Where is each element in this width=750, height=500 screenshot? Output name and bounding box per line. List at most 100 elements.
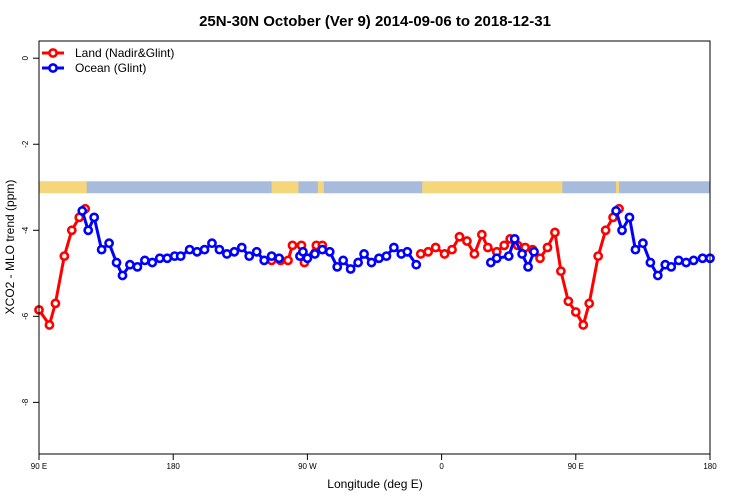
legend-marker	[48, 63, 58, 73]
data-point	[283, 255, 293, 266]
y-tick-label: -4	[21, 226, 30, 234]
data-point	[523, 261, 533, 272]
data-point	[430, 242, 441, 253]
legend-entry: Land (Nadir&Glint)	[42, 46, 174, 60]
data-point	[302, 253, 313, 264]
data-point	[162, 253, 173, 264]
data-point	[593, 251, 604, 262]
strip-ocean-segment	[619, 181, 711, 194]
data-point	[139, 255, 150, 266]
data-point	[274, 253, 284, 264]
data-point	[652, 270, 663, 281]
data-point	[529, 246, 539, 257]
data-point	[499, 240, 510, 251]
data-point	[125, 259, 135, 270]
y-tick-label: -6	[21, 312, 30, 320]
x-tick-label: 180	[167, 462, 181, 471]
data-point	[366, 257, 377, 268]
strip-ocean-segment	[562, 181, 617, 194]
data-point	[491, 253, 502, 264]
data-point	[50, 298, 61, 309]
data-point	[570, 307, 581, 317]
legend-marker	[48, 48, 58, 58]
legend-label: Ocean (Glint)	[75, 61, 146, 75]
data-point	[59, 251, 70, 262]
data-point	[517, 249, 528, 259]
series-land	[34, 203, 624, 330]
data-point	[600, 225, 611, 236]
data-point	[415, 249, 426, 259]
strip-ocean-segment	[323, 181, 423, 194]
strip-land-segment	[317, 181, 325, 194]
data-point	[673, 255, 684, 266]
data-point	[175, 251, 186, 262]
data-point	[402, 246, 413, 257]
data-point	[681, 257, 692, 268]
data-point	[214, 244, 225, 255]
data-point	[381, 251, 392, 262]
data-point	[338, 255, 349, 266]
data-point	[624, 212, 635, 223]
legend-label: Land (Nadir&Glint)	[75, 46, 174, 60]
data-point	[298, 246, 308, 257]
data-point	[535, 253, 545, 264]
x-tick-label: 0	[439, 462, 444, 471]
data-point	[199, 244, 210, 255]
data-point	[359, 249, 369, 259]
data-point	[236, 242, 247, 253]
data-point	[503, 251, 514, 262]
data-point	[317, 244, 328, 255]
legend: Land (Nadir&Glint)Ocean (Glint)	[42, 46, 174, 75]
data-point	[184, 244, 195, 255]
y-axis: 0 -2 -4 -6 -8	[21, 55, 39, 406]
data-point	[388, 242, 399, 253]
data-point	[476, 229, 487, 240]
data-point	[697, 253, 708, 264]
data-point	[578, 320, 589, 330]
x-tick-label: 180	[703, 462, 717, 471]
strip-land-segment	[271, 181, 299, 194]
data-point	[324, 246, 335, 257]
data-point	[111, 257, 122, 268]
data-point	[542, 242, 553, 253]
data-point	[611, 206, 621, 216]
x-axis: 90 E 180 90 W 0 90 E 180	[31, 454, 717, 471]
data-point	[638, 238, 648, 249]
strip-ocean-segment	[86, 181, 273, 194]
data-point	[147, 257, 158, 268]
series-layer	[34, 203, 715, 330]
data-point	[83, 225, 94, 236]
data-point	[462, 236, 472, 246]
data-point	[332, 261, 343, 272]
data-point	[645, 257, 656, 268]
data-point	[96, 244, 107, 255]
series-ocean	[77, 206, 715, 281]
data-point	[44, 320, 55, 330]
data-point	[345, 264, 356, 274]
data-point	[617, 225, 627, 236]
data-point	[439, 249, 450, 259]
data-point	[555, 266, 566, 277]
y-tick-label: -8	[21, 398, 30, 406]
data-point	[454, 231, 465, 242]
data-point	[509, 233, 520, 244]
data-point	[77, 206, 88, 216]
y-tick-label: 0	[21, 55, 30, 60]
data-point	[259, 255, 270, 266]
land-ocean-strip	[39, 181, 711, 194]
strip-ocean-segment	[298, 181, 319, 194]
data-point	[266, 251, 277, 262]
data-point	[353, 257, 363, 268]
data-point	[104, 238, 114, 249]
legend-entry: Ocean (Glint)	[42, 61, 146, 75]
data-point	[251, 246, 262, 257]
data-point	[482, 242, 493, 253]
data-point	[688, 255, 699, 266]
data-point	[469, 249, 480, 259]
x-tick-label: 90 E	[31, 462, 47, 471]
data-point	[309, 249, 320, 259]
x-tick-label: 90 W	[298, 462, 317, 471]
data-point	[563, 296, 574, 307]
data-point	[229, 246, 240, 257]
